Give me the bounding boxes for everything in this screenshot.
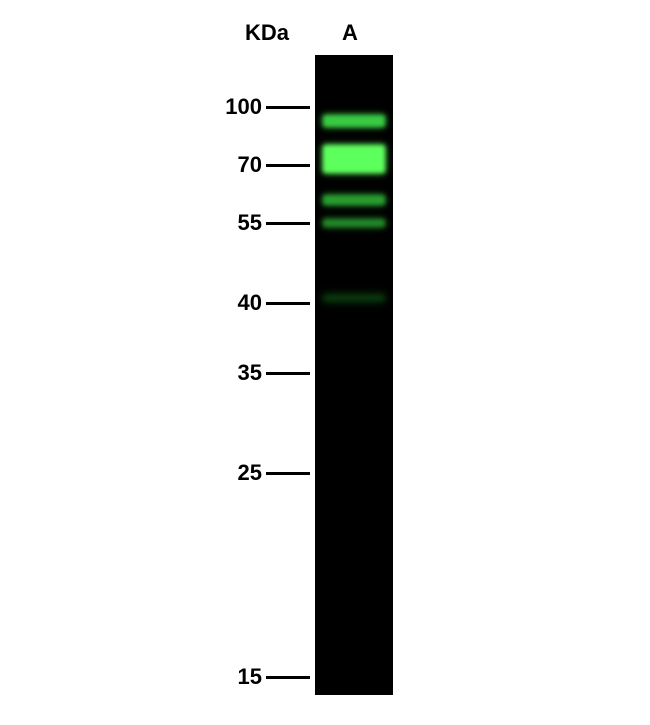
blot-lane xyxy=(315,55,393,695)
mw-marker-tick xyxy=(266,164,310,167)
mw-marker-tick xyxy=(266,302,310,305)
mw-marker-value: 70 xyxy=(238,152,262,178)
blot-area: 100 70 55 40 35 25 15 xyxy=(150,55,530,705)
mw-marker-tick xyxy=(266,472,310,475)
mw-marker-value: 25 xyxy=(238,460,262,486)
mw-marker: 40 xyxy=(238,290,310,316)
mw-marker-value: 55 xyxy=(238,210,262,236)
protein-band xyxy=(323,145,385,173)
protein-band xyxy=(323,219,385,227)
protein-band xyxy=(323,295,385,301)
mw-marker: 70 xyxy=(238,152,310,178)
lane-label: A xyxy=(342,20,358,46)
mw-marker-value: 35 xyxy=(238,360,262,386)
protein-band xyxy=(323,195,385,205)
mw-marker-tick xyxy=(266,372,310,375)
western-blot-figure: KDa A 100 70 55 40 35 25 15 xyxy=(150,20,530,710)
mw-marker: 15 xyxy=(238,664,310,690)
marker-column: 100 70 55 40 35 25 15 xyxy=(150,55,310,705)
mw-marker: 100 xyxy=(225,94,310,120)
header-row: KDa A xyxy=(150,20,530,50)
mw-marker-value: 15 xyxy=(238,664,262,690)
mw-marker-tick xyxy=(266,222,310,225)
mw-marker-tick xyxy=(266,106,310,109)
mw-marker: 55 xyxy=(238,210,310,236)
mw-marker-value: 40 xyxy=(238,290,262,316)
unit-label: KDa xyxy=(245,20,289,46)
mw-marker: 35 xyxy=(238,360,310,386)
mw-marker-tick xyxy=(266,676,310,679)
mw-marker: 25 xyxy=(238,460,310,486)
mw-marker-value: 100 xyxy=(225,94,262,120)
protein-band xyxy=(323,115,385,127)
